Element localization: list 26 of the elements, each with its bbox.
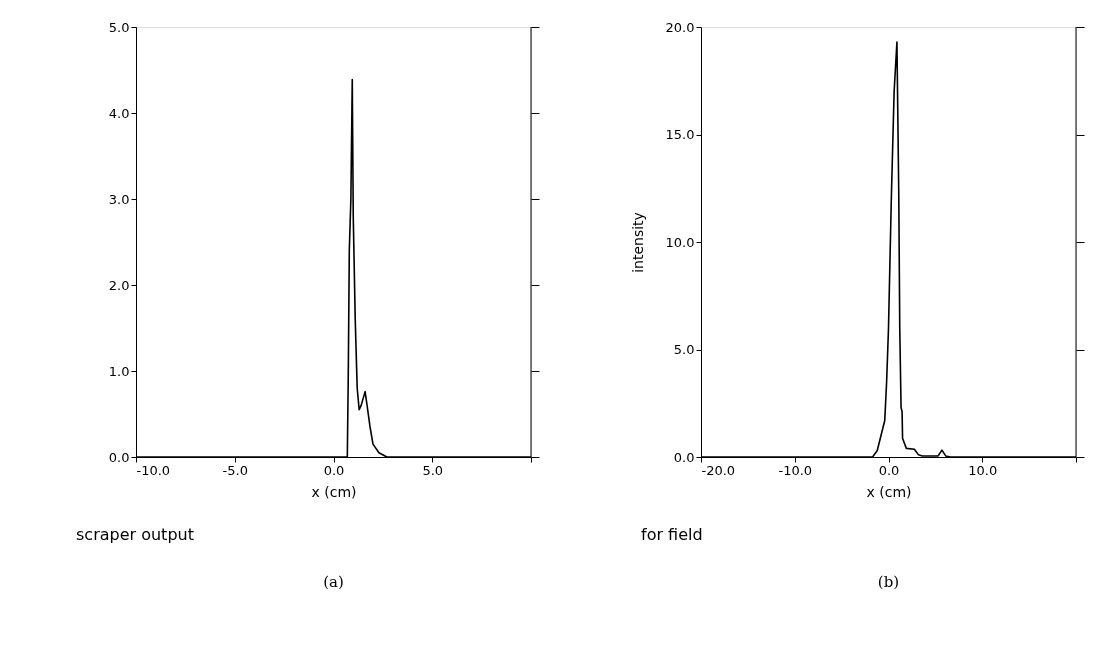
y-tick-label: 20.0 [665, 19, 695, 35]
y-tick-label: 4.0 [108, 105, 130, 121]
x-tick-label: 0.0 [878, 462, 900, 478]
x-axis-title: x (cm) [311, 483, 357, 500]
text: (a) [323, 573, 344, 591]
y-tick-label: 0.0 [108, 449, 130, 465]
y-tick-label: 5.0 [108, 19, 130, 35]
y-tick-label: 15.0 [665, 127, 695, 142]
text: scraper output [76, 525, 194, 544]
y-axis-title: intensity [629, 212, 646, 273]
y-tick-label: 3.0 [108, 191, 130, 207]
x-tick-label: -20.0 [701, 462, 736, 478]
y-tick-label: 1.0 [108, 363, 130, 379]
x-tick-label: -10.0 [136, 462, 171, 478]
x-tick-label: -5.0 [222, 462, 248, 478]
text: for field [641, 525, 703, 544]
x-tick-label: 5.0 [422, 462, 444, 478]
x-tick-label: -10.0 [778, 462, 813, 478]
y-tick-label: 5.0 [673, 342, 695, 357]
x-tick-label: 0.0 [323, 462, 345, 478]
y-tick-label: 2.0 [108, 277, 130, 293]
y-tick-label: 10.0 [665, 234, 695, 250]
x-tick-label: 10.0 [968, 462, 998, 478]
x-axis-title: x (cm) [866, 483, 912, 500]
y-tick-label: 0.0 [673, 449, 695, 465]
text: (b) [877, 573, 900, 591]
